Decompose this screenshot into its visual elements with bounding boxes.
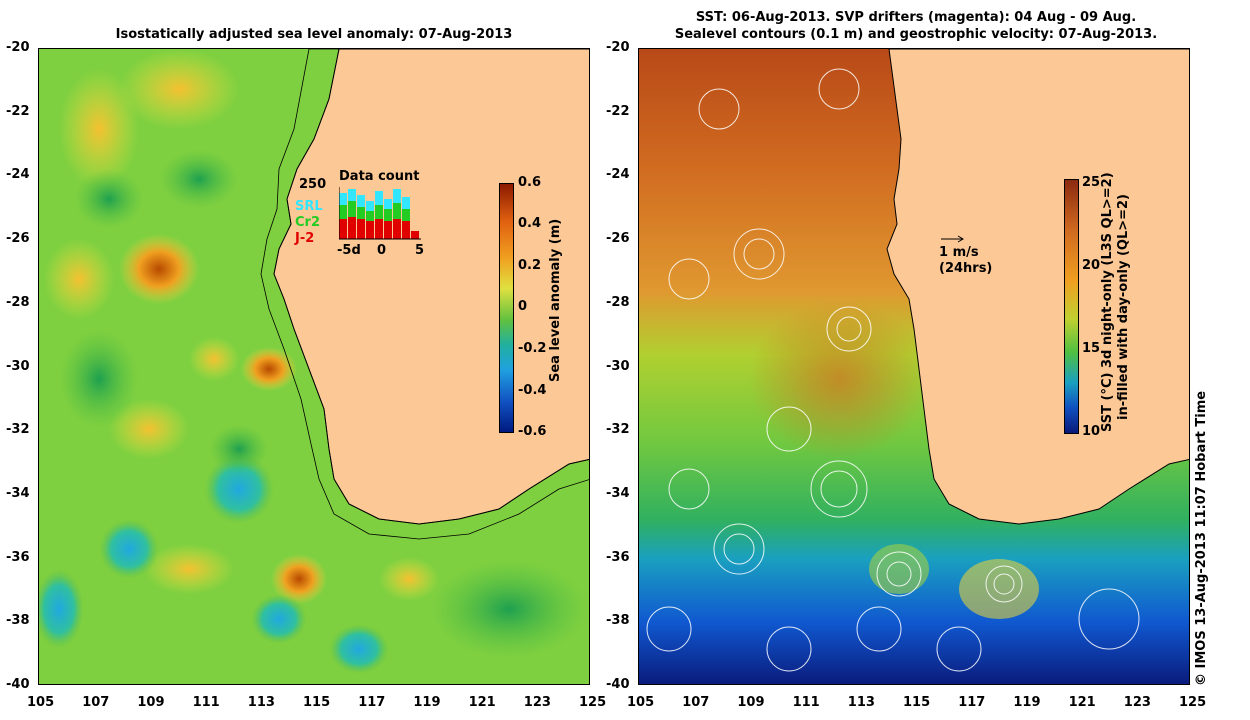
sla-lat-tick: -32	[6, 422, 30, 438]
sst-cbar-tick-3: 10	[1082, 424, 1101, 439]
sst-lat-tick: -38	[606, 613, 630, 629]
sst-lat-tick: -36	[606, 549, 630, 565]
sst-cbar-label-line2: in-filled with day-only (QL>=2)	[1116, 193, 1131, 420]
sst-lon-tick: 123	[1123, 695, 1151, 710]
sla-lon-tick: 115	[303, 695, 331, 710]
right-panel-title-line1: SST: 06-Aug-2013. SVP drifters (magenta)…	[695, 10, 1137, 25]
sst-lon-tick: 113	[847, 695, 875, 710]
sla-lat-tick: -40	[6, 677, 30, 692]
sst-lon-tick: 105	[627, 695, 655, 710]
scale-arrow-sublabel: (24hrs)	[939, 261, 993, 276]
sla-cbar-tick-0: 0.6	[518, 175, 542, 190]
inset-xtick-0: 0	[377, 243, 387, 258]
inset-series-j2: J-2	[295, 231, 315, 246]
data-count-inset: Data count 250 SRL Cr2 J-2 -5d 0 5	[287, 167, 437, 267]
sst-lon-tick: 119	[1013, 695, 1041, 710]
sst-lon-tick: 109	[737, 695, 765, 710]
sla-cbar-tick-4: -0.2	[518, 341, 547, 356]
sla-lon-tick: 109	[137, 695, 165, 710]
sla-lat-tick: -26	[6, 231, 30, 247]
sla-lat-tick: -36	[6, 549, 30, 565]
sla-lat-tick: -34	[6, 485, 30, 501]
sla-lon-tick: 105	[27, 695, 55, 710]
sst-map: 1 m/s (24hrs)	[638, 48, 1190, 685]
sst-cbar-label-line1: SST (°C) 3d night-only (L3S QL>=2)	[1100, 172, 1115, 432]
sla-lon-tick: 111	[192, 695, 220, 710]
inset-bars	[339, 187, 421, 240]
scale-arrow-label: 1 m/s	[939, 245, 979, 260]
sst-lat-tick: -40	[606, 677, 630, 692]
inset-xtick-5: 5	[415, 243, 425, 258]
sst-lat-tick: -32	[606, 422, 630, 438]
sla-lon-tick: 121	[468, 695, 496, 710]
sst-lat-tick: -24	[606, 167, 630, 183]
credit-label: © IMOS 13-Aug-2013 11:07 Hobart Time	[1194, 390, 1209, 686]
sst-lat-tick: -22	[606, 103, 630, 119]
australia-land-sst	[886, 49, 1189, 525]
sst-lon-tick: 111	[792, 695, 820, 710]
sla-lat-tick: -24	[6, 167, 30, 183]
sla-lat-tick: -28	[6, 294, 30, 310]
sst-cbar-tick-2: 15	[1082, 341, 1101, 356]
sst-cbar-tick-0: 25	[1082, 175, 1101, 190]
sst-lon-tick: 117	[958, 695, 986, 710]
left-panel-title: Isostatically adjusted sea level anomaly…	[115, 27, 513, 42]
sla-lat-tick: -38	[6, 613, 30, 629]
sla-lon-tick: 107	[82, 695, 110, 710]
sst-lon-tick: 125	[1179, 695, 1207, 710]
sla-cbar-tick-1: 0.4	[518, 216, 542, 231]
inset-bar-stack	[339, 189, 419, 239]
sla-cbar-label: Sea level anomaly (m)	[548, 218, 563, 382]
sst-colorbar	[1064, 179, 1079, 434]
sst-lat-tick: -34	[606, 485, 630, 501]
inset-series-srl: SRL	[295, 199, 323, 214]
sla-lon-tick: 113	[247, 695, 275, 710]
sla-lon-tick: 123	[523, 695, 551, 710]
sst-lat-tick: -26	[606, 231, 630, 247]
sst-lat-tick: -28	[606, 294, 630, 310]
inset-xtick-neg5: -5d	[337, 243, 361, 258]
sla-lat-tick: -30	[6, 358, 30, 374]
sst-lat-tick: -20	[606, 40, 630, 55]
sla-lat-tick: -20	[6, 40, 30, 55]
inset-series-cr2: Cr2	[295, 215, 320, 230]
sla-cbar-tick-2: 0.2	[518, 258, 542, 273]
sla-colorbar	[499, 183, 514, 433]
sst-lon-tick: 115	[903, 695, 931, 710]
sst-lat-tick: -30	[606, 358, 630, 374]
sst-lon-tick: 121	[1068, 695, 1096, 710]
sla-map: Data count 250 SRL Cr2 J-2 -5d 0 5	[38, 48, 590, 685]
sla-lon-tick: 119	[413, 695, 441, 710]
sla-lon-tick: 125	[579, 695, 607, 710]
inset-ymax: 250	[299, 177, 327, 192]
sla-lon-tick: 117	[358, 695, 386, 710]
right-panel-title-line2: Sealevel contours (0.1 m) and geostrophi…	[674, 27, 1158, 42]
sla-cbar-tick-6: -0.6	[518, 424, 547, 439]
sealevel-contours	[646, 68, 1140, 672]
sla-lat-tick: -22	[6, 103, 30, 119]
sst-map-image	[639, 49, 1189, 684]
inset-title: Data count	[339, 169, 420, 184]
sst-lon-tick: 107	[682, 695, 710, 710]
scale-arrow	[941, 235, 964, 243]
sst-cbar-tick-1: 20	[1082, 258, 1101, 273]
sla-cbar-tick-3: 0	[518, 299, 528, 314]
sla-cbar-tick-5: -0.4	[518, 383, 547, 398]
